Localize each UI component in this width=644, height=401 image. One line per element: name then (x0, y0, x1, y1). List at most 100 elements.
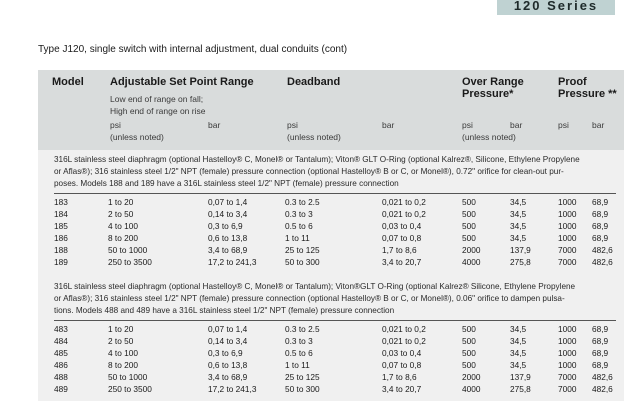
cell-over-psi: 500 (462, 221, 476, 231)
cell-model: 184 (54, 209, 68, 219)
unit-psi-deadband: psi (287, 120, 298, 130)
cell-proof-psi: 7000 (558, 245, 577, 255)
cell-model: 489 (54, 384, 68, 394)
header-proof-2: Pressure ** (558, 88, 617, 100)
cell-over-bar: 34,5 (510, 197, 527, 207)
cell-proof-psi: 1000 (558, 197, 577, 207)
cell-bar-deadband: 0,021 to 0,2 (382, 209, 426, 219)
cell-proof-bar: 68,9 (592, 324, 609, 334)
cell-proof-psi: 1000 (558, 221, 577, 231)
header-model: Model (52, 76, 84, 88)
cell-over-bar: 34,5 (510, 233, 527, 243)
cell-bar-deadband: 0,03 to 0,4 (382, 221, 422, 231)
cell-over-psi: 500 (462, 348, 476, 358)
cell-psi-deadband: 0.3 to 2.5 (285, 324, 320, 334)
document-title: Type J120, single switch with internal a… (38, 44, 348, 55)
cell-proof-bar: 482,6 (592, 257, 613, 267)
cell-proof-psi: 1000 (558, 360, 577, 370)
cell-bar-deadband: 0,07 to 0,8 (382, 360, 422, 370)
cell-psi-range: 50 to 1000 (108, 245, 148, 255)
cell-proof-bar: 482,6 (592, 372, 613, 382)
cell-psi-range: 250 to 3500 (108, 257, 152, 267)
cell-model: 488 (54, 372, 68, 382)
unit-unless-range: (unless noted) (110, 132, 164, 142)
cell-bar-range: 0,07 to 1,4 (208, 324, 248, 334)
cell-model: 183 (54, 197, 68, 207)
cell-psi-deadband: 50 to 300 (285, 257, 320, 267)
cell-bar-range: 17,2 to 241,3 (208, 384, 257, 394)
cell-psi-deadband: 0.3 to 3 (285, 209, 313, 219)
cell-bar-deadband: 1,7 to 8,6 (382, 245, 417, 255)
cell-proof-bar: 68,9 (592, 233, 609, 243)
cell-proof-psi: 7000 (558, 257, 577, 267)
unit-unless-deadband: (unless noted) (287, 132, 341, 142)
cell-over-psi: 500 (462, 233, 476, 243)
cell-over-psi: 500 (462, 360, 476, 370)
cell-model: 189 (54, 257, 68, 267)
cell-proof-psi: 1000 (558, 348, 577, 358)
cell-proof-psi: 7000 (558, 384, 577, 394)
cell-psi-range: 4 to 100 (108, 348, 138, 358)
section-2-desc-line: tions. Models 488 and 489 have a 316L st… (54, 306, 395, 315)
cell-bar-deadband: 0,021 to 0,2 (382, 324, 426, 334)
cell-over-psi: 4000 (462, 384, 481, 394)
section-1-desc-line: or Aflas®); 316 stainless steel 1/2" NPT… (54, 167, 564, 176)
unit-psi-over: psi (462, 120, 473, 130)
cell-bar-deadband: 0,021 to 0,2 (382, 336, 426, 346)
cell-bar-range: 0,3 to 6,9 (208, 348, 243, 358)
cell-bar-range: 0,14 to 3,4 (208, 336, 248, 346)
header-range: Adjustable Set Point Range (110, 76, 254, 88)
cell-psi-deadband: 50 to 300 (285, 384, 320, 394)
cell-over-bar: 34,5 (510, 348, 527, 358)
cell-psi-deadband: 25 to 125 (285, 372, 320, 382)
cell-bar-range: 3,4 to 68,9 (208, 372, 248, 382)
cell-bar-range: 0,07 to 1,4 (208, 197, 248, 207)
cell-model: 486 (54, 360, 68, 370)
cell-over-psi: 500 (462, 324, 476, 334)
cell-psi-deadband: 0.5 to 6 (285, 221, 313, 231)
cell-bar-range: 0,6 to 13,8 (208, 233, 248, 243)
cell-proof-psi: 7000 (558, 372, 577, 382)
cell-bar-deadband: 3,4 to 20,7 (382, 257, 422, 267)
cell-proof-bar: 68,9 (592, 348, 609, 358)
cell-bar-range: 0,6 to 13,8 (208, 360, 248, 370)
header-range-note-2: High end of range on rise (110, 106, 206, 116)
cell-psi-range: 2 to 50 (108, 209, 134, 219)
section-2-divider (54, 320, 616, 321)
cell-psi-deadband: 1 to 11 (285, 360, 310, 370)
cell-proof-bar: 68,9 (592, 336, 609, 346)
cell-over-bar: 275,8 (510, 384, 531, 394)
cell-over-psi: 500 (462, 197, 476, 207)
section-2-desc-line: or Aflas®); 316 stainless steel 1/2" NPT… (54, 294, 565, 303)
cell-bar-deadband: 0,07 to 0,8 (382, 233, 422, 243)
cell-proof-psi: 1000 (558, 336, 577, 346)
cell-psi-deadband: 0.5 to 6 (285, 348, 313, 358)
cell-bar-deadband: 3,4 to 20,7 (382, 384, 422, 394)
cell-psi-range: 2 to 50 (108, 336, 134, 346)
cell-over-bar: 34,5 (510, 209, 527, 219)
cell-over-bar: 275,8 (510, 257, 531, 267)
section-1-divider (54, 193, 616, 194)
cell-proof-bar: 482,6 (592, 245, 613, 255)
cell-proof-psi: 1000 (558, 233, 577, 243)
cell-psi-range: 1 to 20 (108, 324, 134, 334)
cell-bar-deadband: 0,03 to 0,4 (382, 348, 422, 358)
cell-model: 483 (54, 324, 68, 334)
cell-over-psi: 4000 (462, 257, 481, 267)
cell-proof-psi: 1000 (558, 209, 577, 219)
cell-psi-range: 8 to 200 (108, 233, 138, 243)
unit-unless-over: (unless noted) (462, 132, 516, 142)
cell-over-psi: 2000 (462, 245, 481, 255)
cell-model: 186 (54, 233, 68, 243)
cell-over-bar: 34,5 (510, 221, 527, 231)
header-proof: Proof (558, 76, 587, 88)
unit-bar-over: bar (510, 120, 523, 130)
header-range-note-1: Low end of range on fall; (110, 94, 204, 104)
cell-proof-bar: 482,6 (592, 384, 613, 394)
series-tab: 120 Series (497, 0, 615, 15)
cell-psi-range: 250 to 3500 (108, 384, 152, 394)
cell-psi-range: 8 to 200 (108, 360, 138, 370)
cell-proof-bar: 68,9 (592, 197, 609, 207)
cell-model: 185 (54, 221, 68, 231)
cell-psi-range: 1 to 20 (108, 197, 134, 207)
